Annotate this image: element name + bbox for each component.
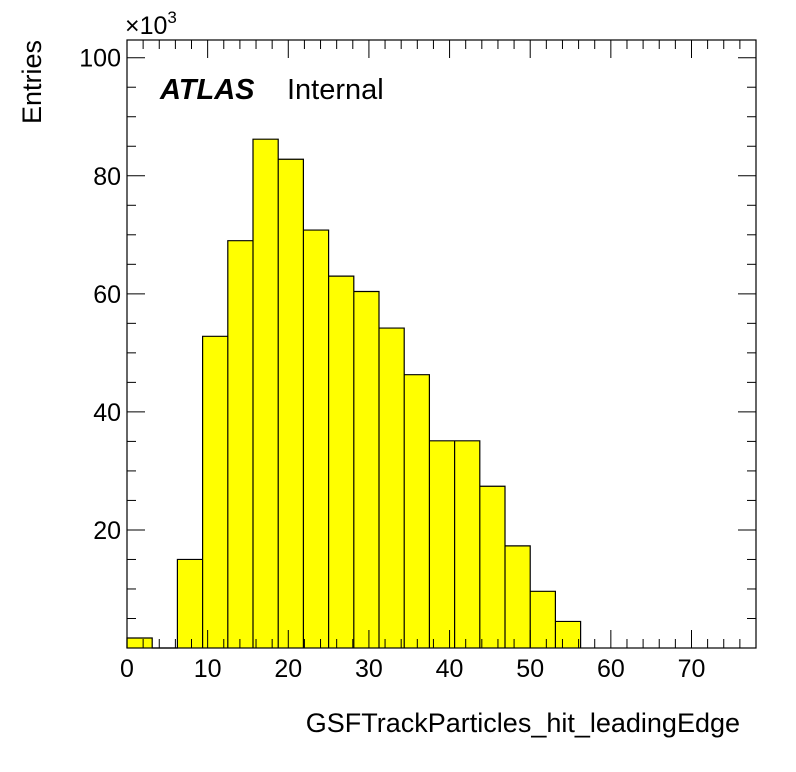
- histogram-bar: [328, 276, 354, 648]
- y-tick-label: 100: [79, 45, 121, 73]
- y-multiplier-label: ×103: [125, 8, 177, 40]
- x-tick-label: 50: [516, 655, 544, 683]
- histogram-bar: [505, 545, 531, 648]
- x-tick-label: 40: [436, 655, 464, 683]
- histogram-bar: [530, 591, 556, 648]
- x-tick-labels: 0 10 20 30 40 50 60 70: [120, 655, 705, 683]
- y-axis-title: Entries: [17, 40, 47, 124]
- histogram-bar: [127, 637, 153, 648]
- histogram-bar: [479, 486, 506, 648]
- histogram-bar: [202, 336, 228, 648]
- y-tick-label: 60: [93, 281, 121, 309]
- histogram-bar: [353, 291, 380, 648]
- y-tick-label: 80: [93, 163, 121, 191]
- histogram-outline: [126, 138, 582, 649]
- y-multiplier-exponent: 3: [167, 8, 176, 27]
- x-tick-label: 0: [120, 655, 134, 683]
- axis-ticks: [126, 40, 757, 648]
- atlas-status-label: Internal: [287, 74, 384, 106]
- x-tick-label: 30: [355, 655, 383, 683]
- histogram-bar: [253, 139, 279, 648]
- histogram-bar: [303, 230, 329, 648]
- y-tick-label: 40: [93, 399, 121, 427]
- histogram-bar: [379, 328, 405, 648]
- histogram-bar: [454, 440, 480, 648]
- y-tick-label: 20: [93, 517, 121, 545]
- y-tick-labels: 20 40 60 80 100: [79, 45, 121, 545]
- x-axis-title: GSFTrackParticles_hit_leadingEdge: [306, 708, 740, 738]
- plot-frame: [126, 39, 757, 649]
- x-tick-label: 20: [274, 655, 302, 683]
- histogram-bar: [555, 621, 581, 648]
- histogram-bar: [227, 240, 254, 648]
- histogram-bar: [177, 559, 203, 648]
- x-tick-label: 70: [678, 655, 706, 683]
- atlas-label: ATLAS: [159, 74, 255, 106]
- histogram-bar: [404, 374, 430, 648]
- histogram-bar: [429, 440, 455, 648]
- histogram-bars: [127, 139, 581, 648]
- x-tick-label: 60: [597, 655, 625, 683]
- x-tick-label: 10: [194, 655, 222, 683]
- histogram-bar: [278, 159, 304, 648]
